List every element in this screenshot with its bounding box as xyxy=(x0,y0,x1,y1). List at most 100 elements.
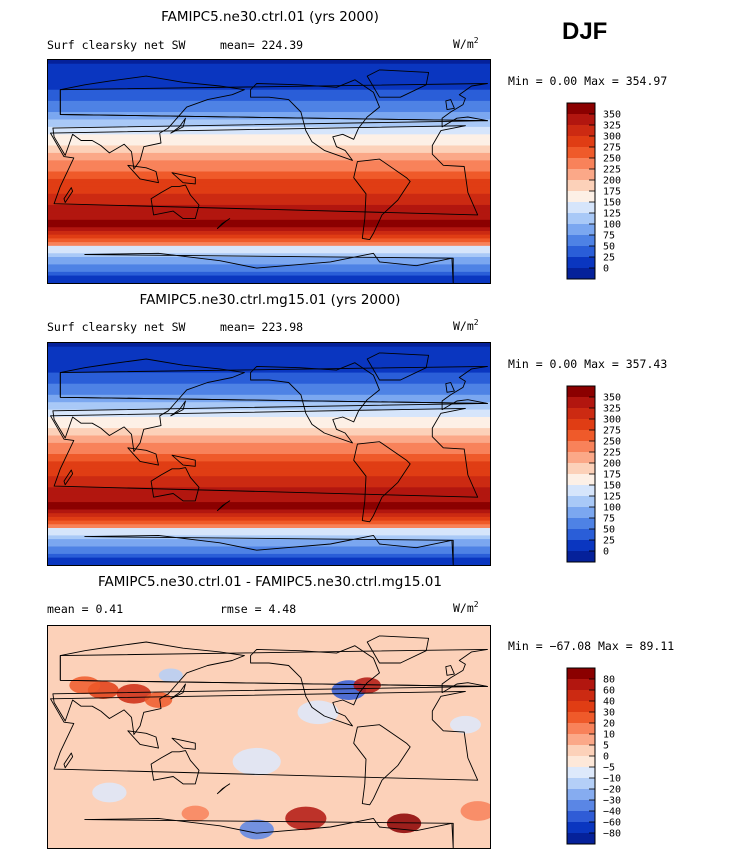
map-2-coastline-north-america xyxy=(250,362,380,444)
map-1-band xyxy=(48,253,490,258)
colorbar-3-swatch xyxy=(567,712,595,723)
map-1-band xyxy=(48,119,490,124)
map-1-band xyxy=(48,74,490,80)
map-2-band xyxy=(48,354,490,359)
map-1-band xyxy=(48,97,490,102)
map-2-band xyxy=(48,357,490,363)
map-2-band xyxy=(48,542,490,548)
colorbar-1-swatch xyxy=(567,114,595,125)
colorbar-3-swatch xyxy=(567,734,595,745)
map-3-anomaly xyxy=(232,747,281,776)
colorbar-3-swatch xyxy=(567,767,595,778)
map-1-band xyxy=(48,190,490,195)
map-1-band xyxy=(48,134,490,139)
panel-3-title: FAMIPC5.ne30.ctrl.01 - FAMIPC5.ne30.ctrl… xyxy=(98,574,442,590)
map-3-coastline-maritime-2 xyxy=(171,737,196,750)
map-1-band xyxy=(48,130,490,135)
map-1-band xyxy=(48,249,490,254)
map-1-band xyxy=(48,152,490,158)
map-3-anomaly xyxy=(158,668,183,683)
map-2-band xyxy=(48,494,490,499)
panel-3-minmax: Min = −67.08 Max = 89.11 xyxy=(508,639,675,653)
colorbar-2-swatch xyxy=(567,408,595,419)
map-1-coastline-antarctica xyxy=(84,252,454,283)
map-3-anomaly xyxy=(285,806,327,831)
map-3-anomaly xyxy=(69,676,101,695)
map-2-coastline-maritime-1 xyxy=(127,447,159,466)
map-1-coastline-africa xyxy=(50,125,479,216)
colorbar-2-swatch xyxy=(567,419,595,430)
map-2-coastline-uk xyxy=(445,382,455,393)
colorbar-2-label: 225 xyxy=(603,448,621,459)
map-1-band xyxy=(48,268,490,273)
map-2-band xyxy=(48,413,490,418)
colorbar-3-swatch xyxy=(567,745,595,756)
map-2-coastline-maritime-2 xyxy=(171,454,196,467)
colorbar-3-swatch xyxy=(567,822,595,833)
map-3-anomaly xyxy=(353,677,381,694)
colorbar-1-swatch xyxy=(567,202,595,213)
map-1-band xyxy=(48,63,490,69)
map-1-band xyxy=(48,219,490,225)
map-3-coastline-japan xyxy=(170,683,186,700)
map-1-coastline-japan xyxy=(170,117,186,134)
colorbar-3-label: 40 xyxy=(603,697,615,708)
panel-1-mean: mean= 224.39 xyxy=(220,38,304,52)
map-1-band xyxy=(48,112,490,117)
map-2-band xyxy=(48,472,490,477)
colorbar-2-label: 125 xyxy=(603,492,621,503)
colorbar-1-label: 125 xyxy=(603,209,621,220)
colorbar-1-label: 150 xyxy=(603,198,621,209)
panel-2-map xyxy=(47,342,491,566)
colorbar-2-swatch xyxy=(567,529,595,540)
colorbar-3-swatch xyxy=(567,679,595,690)
colorbar-2-label: 0 xyxy=(603,547,609,558)
colorbar-1-label: 75 xyxy=(603,231,615,242)
map-2-coastline-antarctica xyxy=(84,534,454,565)
map-1-coastline-south-america xyxy=(353,158,411,241)
map-3-coastline-south-america xyxy=(353,724,411,806)
colorbar-3-swatch xyxy=(567,690,595,701)
colorbar-2-label: 25 xyxy=(603,536,615,547)
map-3-anomaly xyxy=(116,684,152,704)
map-1-coastline-australia xyxy=(150,184,200,220)
map-1-band xyxy=(48,167,490,173)
panel-3-map xyxy=(47,625,491,849)
map-2-band xyxy=(48,531,490,536)
map-3-background xyxy=(48,626,490,848)
map-2-coastline-japan xyxy=(170,400,186,417)
map-2-band xyxy=(48,557,490,562)
map-2-band xyxy=(48,465,490,470)
colorbar-3-label: 60 xyxy=(603,686,615,697)
colorbar-3-label: −10 xyxy=(603,774,621,785)
map-3-coastline-europe xyxy=(59,648,488,694)
colorbar-2-swatch xyxy=(567,430,595,441)
panel-2-mean: mean= 223.98 xyxy=(220,320,304,334)
map-2-band xyxy=(48,387,490,392)
map-1-coastline-north-america xyxy=(250,79,380,161)
map-1-band xyxy=(48,145,490,150)
map-1-band xyxy=(48,93,490,98)
map-3-coastline-australia xyxy=(150,750,200,785)
panel-1-minmax: Min = 0.00 Max = 354.97 xyxy=(508,74,668,88)
map-2-band xyxy=(48,479,490,485)
colorbar-2-label: 300 xyxy=(603,415,621,426)
map-2-band xyxy=(48,487,490,492)
map-2-band xyxy=(48,435,490,440)
colorbar-1-swatch xyxy=(567,103,595,114)
map-1-band xyxy=(48,204,490,210)
map-2-band xyxy=(48,380,490,385)
colorbar-2-swatch xyxy=(567,397,595,408)
colorbar-3-swatch xyxy=(567,778,595,789)
panel-2-minmax: Min = 0.00 Max = 357.43 xyxy=(508,357,668,371)
map-2-band xyxy=(48,520,490,525)
map-3-coastline-greenland xyxy=(366,635,430,664)
colorbar-3-label: 20 xyxy=(603,719,615,730)
colorbar-3-swatch xyxy=(567,833,595,844)
map-1-band xyxy=(48,223,490,228)
colorbar-3-swatch xyxy=(567,701,595,712)
map-1-band xyxy=(48,245,490,251)
colorbar-2-label: 75 xyxy=(603,514,615,525)
map-1-band xyxy=(48,149,490,154)
